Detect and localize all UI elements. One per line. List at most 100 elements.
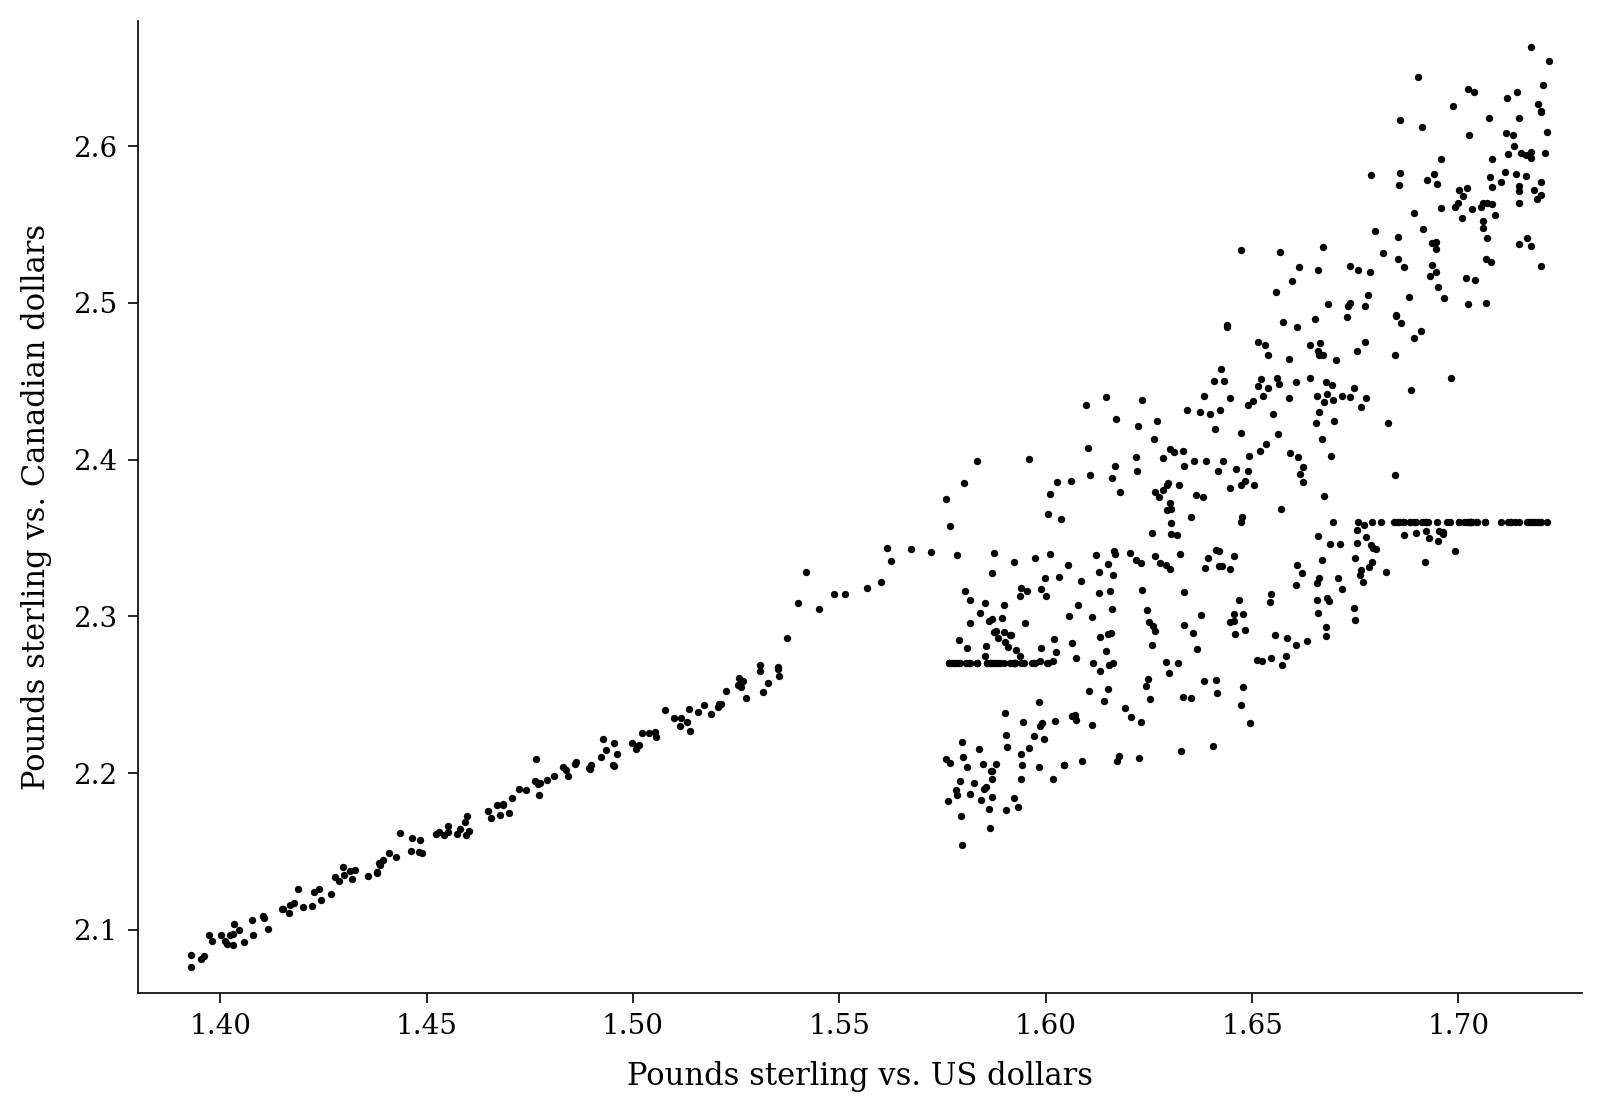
Point: [1494, 124, 1520, 141]
Point: [1345, 521, 1371, 539]
Point: [1040, 769, 1066, 787]
Point: [1112, 699, 1138, 717]
Point: [1260, 405, 1286, 423]
Point: [967, 740, 992, 758]
Point: [239, 910, 264, 928]
Point: [240, 926, 266, 944]
Point: [1217, 479, 1242, 496]
Point: [1524, 513, 1550, 531]
Point: [1258, 585, 1284, 603]
Point: [992, 705, 1018, 722]
Point: [1095, 554, 1120, 572]
Point: [1419, 256, 1444, 274]
Point: [500, 789, 526, 807]
Point: [226, 922, 252, 939]
Point: [1279, 273, 1305, 290]
Point: [1311, 486, 1337, 504]
Point: [643, 728, 668, 746]
Point: [1358, 166, 1383, 184]
Point: [1262, 627, 1287, 644]
Point: [765, 660, 790, 678]
Point: [1093, 642, 1119, 660]
Point: [1342, 611, 1367, 629]
Point: [1028, 717, 1053, 735]
Point: [252, 908, 277, 926]
Point: [707, 695, 733, 712]
Point: [1210, 373, 1236, 391]
Point: [1247, 443, 1273, 461]
Point: [991, 654, 1016, 672]
Point: [1064, 649, 1090, 667]
Point: [1452, 269, 1478, 287]
Point: [624, 740, 649, 758]
Point: [1000, 654, 1026, 672]
Point: [1382, 346, 1407, 364]
Point: [1196, 549, 1221, 567]
Point: [1502, 513, 1528, 531]
Point: [1313, 627, 1339, 644]
Point: [979, 563, 1005, 581]
Point: [200, 933, 226, 951]
Point: [821, 585, 846, 603]
Point: [1430, 523, 1456, 541]
Point: [755, 674, 781, 692]
Point: [1414, 170, 1439, 188]
Point: [1470, 219, 1496, 237]
Point: [1161, 443, 1186, 461]
Point: [981, 544, 1007, 562]
Point: [806, 600, 832, 618]
Point: [1518, 38, 1544, 56]
Point: [1446, 181, 1472, 199]
Point: [1087, 563, 1112, 581]
Point: [1003, 641, 1029, 659]
Point: [1483, 206, 1508, 224]
Point: [979, 762, 1005, 780]
Point: [1048, 510, 1074, 528]
Point: [1318, 447, 1343, 465]
Point: [1414, 513, 1439, 531]
Point: [1297, 336, 1322, 354]
Point: [946, 654, 971, 672]
Point: [1403, 513, 1428, 531]
Point: [1348, 561, 1374, 579]
Point: [341, 861, 367, 879]
Point: [832, 585, 858, 603]
Point: [636, 725, 662, 742]
Point: [1528, 257, 1553, 275]
Point: [1415, 513, 1441, 531]
Point: [976, 800, 1002, 818]
Point: [1316, 592, 1342, 610]
Point: [1419, 235, 1444, 253]
Point: [1443, 542, 1468, 560]
Point: [1505, 235, 1531, 253]
Point: [301, 884, 327, 902]
Point: [1497, 513, 1523, 531]
Point: [1504, 82, 1529, 100]
Point: [955, 654, 981, 672]
Point: [1513, 513, 1539, 531]
Point: [1056, 607, 1082, 624]
Point: [1353, 333, 1379, 351]
Point: [1494, 89, 1520, 107]
Point: [601, 756, 627, 774]
Point: [1188, 403, 1213, 421]
Point: [957, 591, 983, 609]
Point: [431, 827, 457, 845]
Point: [979, 770, 1005, 788]
Point: [1021, 654, 1047, 672]
Point: [968, 791, 994, 809]
Point: [1010, 757, 1036, 775]
Point: [306, 879, 332, 897]
Point: [963, 452, 989, 470]
Point: [1294, 632, 1319, 650]
Point: [1076, 440, 1101, 457]
Point: [563, 754, 588, 771]
Point: [553, 761, 579, 779]
Point: [943, 654, 968, 672]
Point: [1191, 387, 1217, 405]
Point: [1101, 567, 1127, 584]
Point: [1387, 513, 1412, 531]
Point: [1435, 513, 1460, 531]
Point: [1204, 683, 1230, 701]
Point: [1398, 381, 1423, 398]
